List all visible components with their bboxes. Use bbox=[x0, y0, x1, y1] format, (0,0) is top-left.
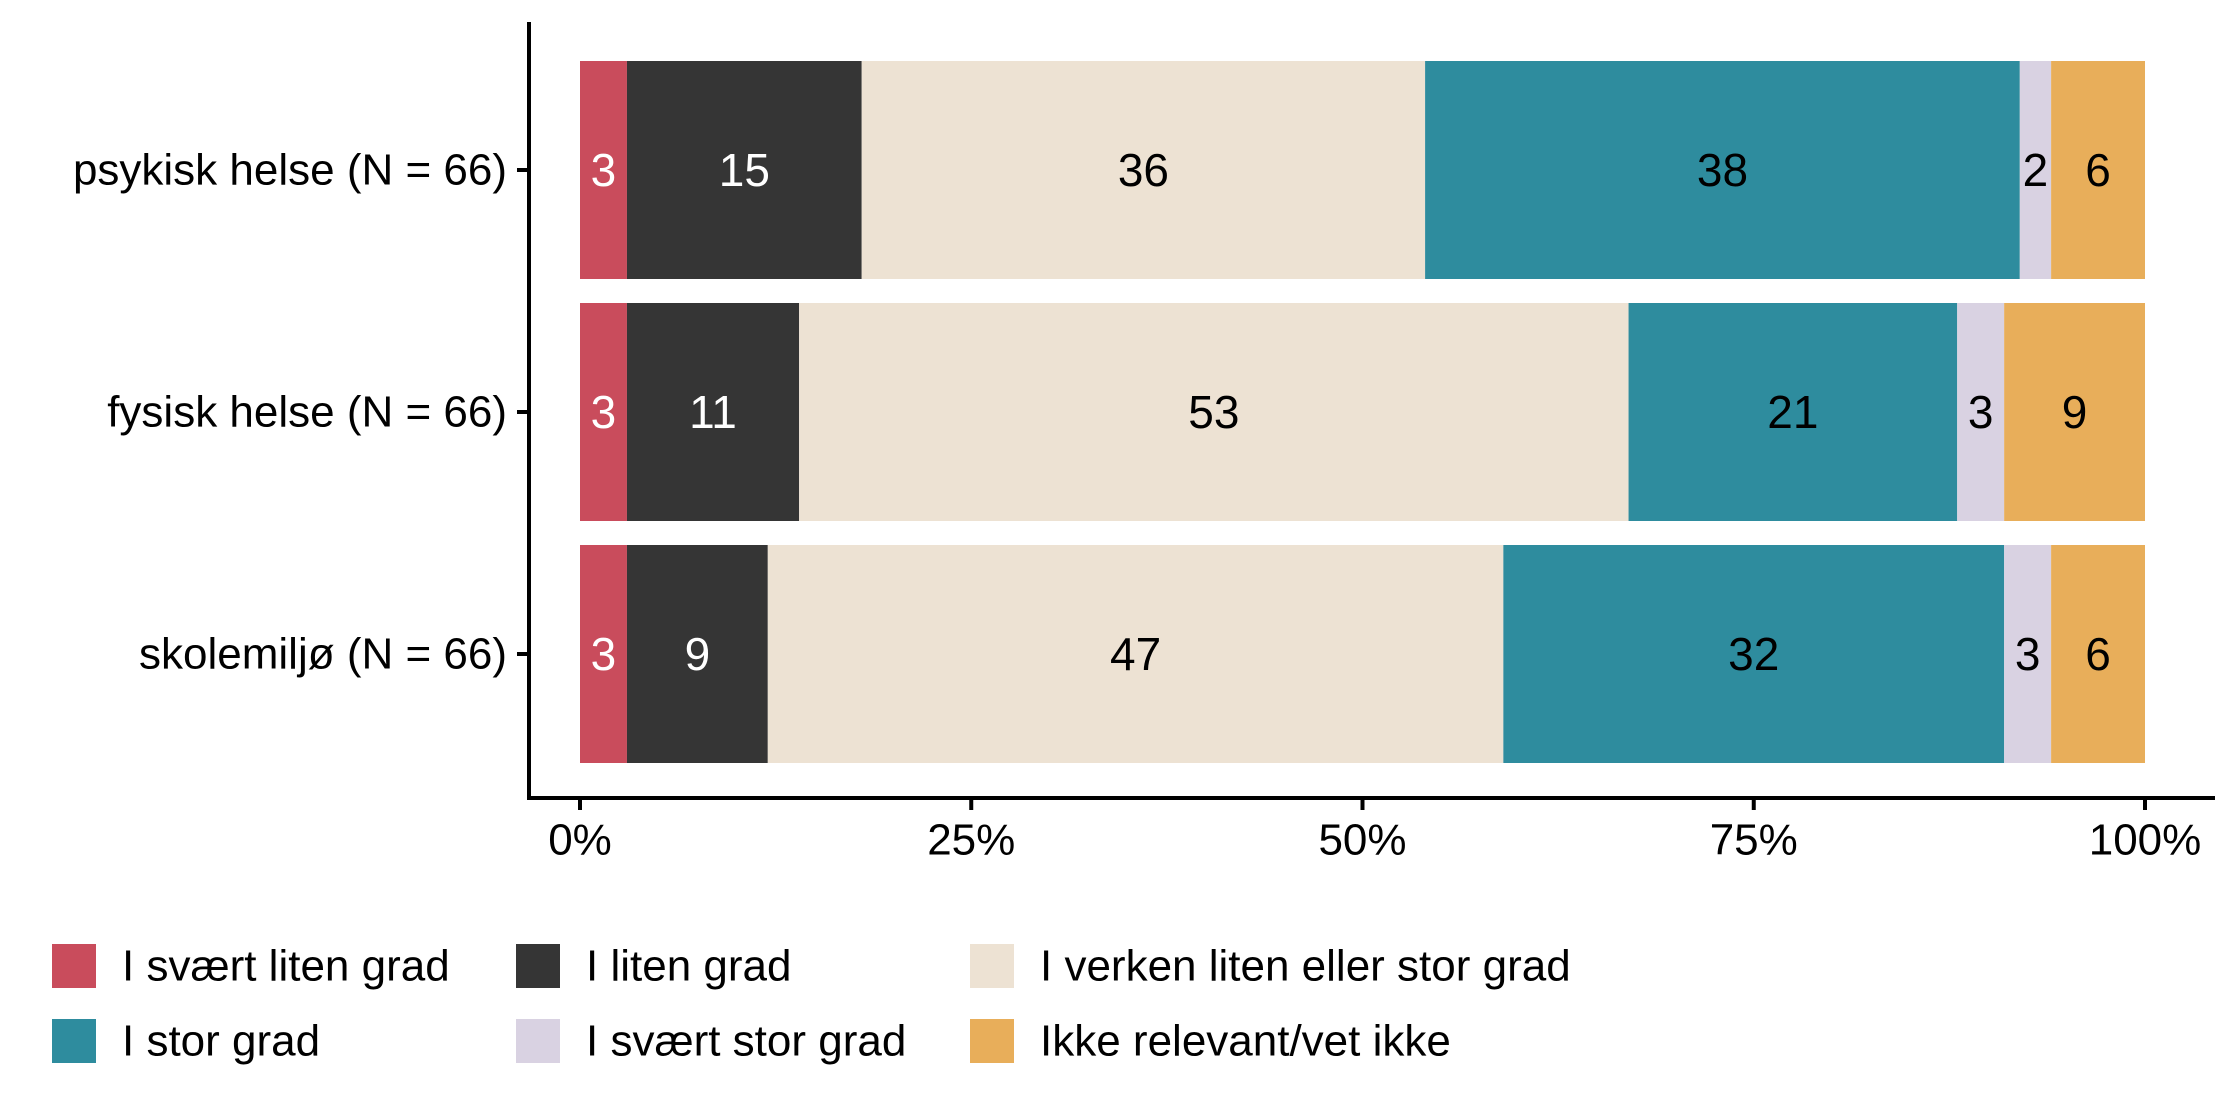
legend-label: I verken liten eller stor grad bbox=[1040, 942, 1571, 991]
bar-segment bbox=[1957, 303, 2005, 521]
legend: I svært liten grad I liten grad I verken l… bbox=[52, 942, 1571, 1066]
bar-segment bbox=[626, 61, 862, 279]
bar-segment bbox=[580, 303, 627, 521]
data-label: 38 bbox=[1697, 144, 1748, 196]
bar-segment bbox=[580, 545, 627, 763]
legend-label: I svært liten grad bbox=[122, 942, 450, 991]
data-label: 36 bbox=[1118, 144, 1169, 196]
bar-segment bbox=[2051, 61, 2145, 279]
legend-item: I verken liten eller stor grad bbox=[970, 942, 1571, 991]
data-label: 2 bbox=[2023, 144, 2049, 196]
legend-label: I svært stor grad bbox=[586, 1017, 906, 1066]
bar-segment bbox=[1503, 545, 2005, 763]
bar-segment bbox=[1628, 303, 1958, 521]
data-label: 6 bbox=[2085, 628, 2111, 680]
data-label: 3 bbox=[591, 628, 617, 680]
data-label: 9 bbox=[685, 628, 711, 680]
bar-segment bbox=[626, 303, 800, 521]
bar-segment bbox=[2004, 545, 2052, 763]
x-tick-label: 75% bbox=[1710, 816, 1798, 865]
y-tick-label: fysisk helse (N = 66) bbox=[107, 388, 507, 437]
data-label: 21 bbox=[1767, 386, 1818, 438]
bar-segment bbox=[767, 545, 1504, 763]
legend-item: I liten grad bbox=[516, 942, 791, 991]
bar-segment bbox=[2019, 61, 2052, 279]
data-label: 9 bbox=[2062, 386, 2088, 438]
legend-swatch bbox=[970, 944, 1014, 988]
data-label: 6 bbox=[2085, 144, 2111, 196]
legend-item: Ikke relevant/vet ikke bbox=[970, 1017, 1451, 1066]
data-label: 3 bbox=[591, 144, 617, 196]
y-tick-label: psykisk helse (N = 66) bbox=[73, 146, 507, 195]
legend-swatch bbox=[516, 1019, 560, 1063]
legend-label: I stor grad bbox=[122, 1017, 320, 1066]
legend-item: I svært stor grad bbox=[516, 1017, 906, 1066]
data-label: 3 bbox=[2015, 628, 2041, 680]
x-tick-label: 100% bbox=[2089, 816, 2202, 865]
x-tick-label: 50% bbox=[1318, 816, 1406, 865]
bar-segment bbox=[626, 545, 768, 763]
data-label: 3 bbox=[1968, 386, 1994, 438]
data-label: 11 bbox=[689, 386, 737, 438]
x-tick-label: 0% bbox=[548, 816, 612, 865]
legend-item: I svært liten grad bbox=[52, 942, 450, 991]
bar-segment bbox=[1425, 61, 2020, 279]
legend-label: I liten grad bbox=[586, 942, 791, 991]
legend-item: I stor grad bbox=[52, 1017, 320, 1066]
legend-label: Ikke relevant/vet ikke bbox=[1040, 1017, 1451, 1066]
bar-segment bbox=[580, 61, 627, 279]
bars-layer: 3 15 36 38 2 63 11 53 21 3 93 9 47 32 3 6 bbox=[580, 61, 2145, 763]
data-label: 15 bbox=[719, 144, 770, 196]
data-label: 53 bbox=[1188, 386, 1239, 438]
axes-layer: psykisk helse (N = 66) fysisk helse (N = … bbox=[73, 22, 2215, 865]
data-label: 47 bbox=[1110, 628, 1161, 680]
bar-segment bbox=[861, 61, 1426, 279]
bar-segment bbox=[2004, 303, 2145, 521]
legend-swatch bbox=[516, 944, 560, 988]
legend-swatch bbox=[970, 1019, 1014, 1063]
bar-segment bbox=[2051, 545, 2145, 763]
y-tick-label: skolemiljø (N = 66) bbox=[139, 630, 507, 679]
bar-segment bbox=[799, 303, 1629, 521]
data-label: 32 bbox=[1728, 628, 1779, 680]
data-label: 3 bbox=[591, 386, 617, 438]
legend-swatch bbox=[52, 1019, 96, 1063]
x-tick-label: 25% bbox=[927, 816, 1015, 865]
legend-swatch bbox=[52, 944, 96, 988]
